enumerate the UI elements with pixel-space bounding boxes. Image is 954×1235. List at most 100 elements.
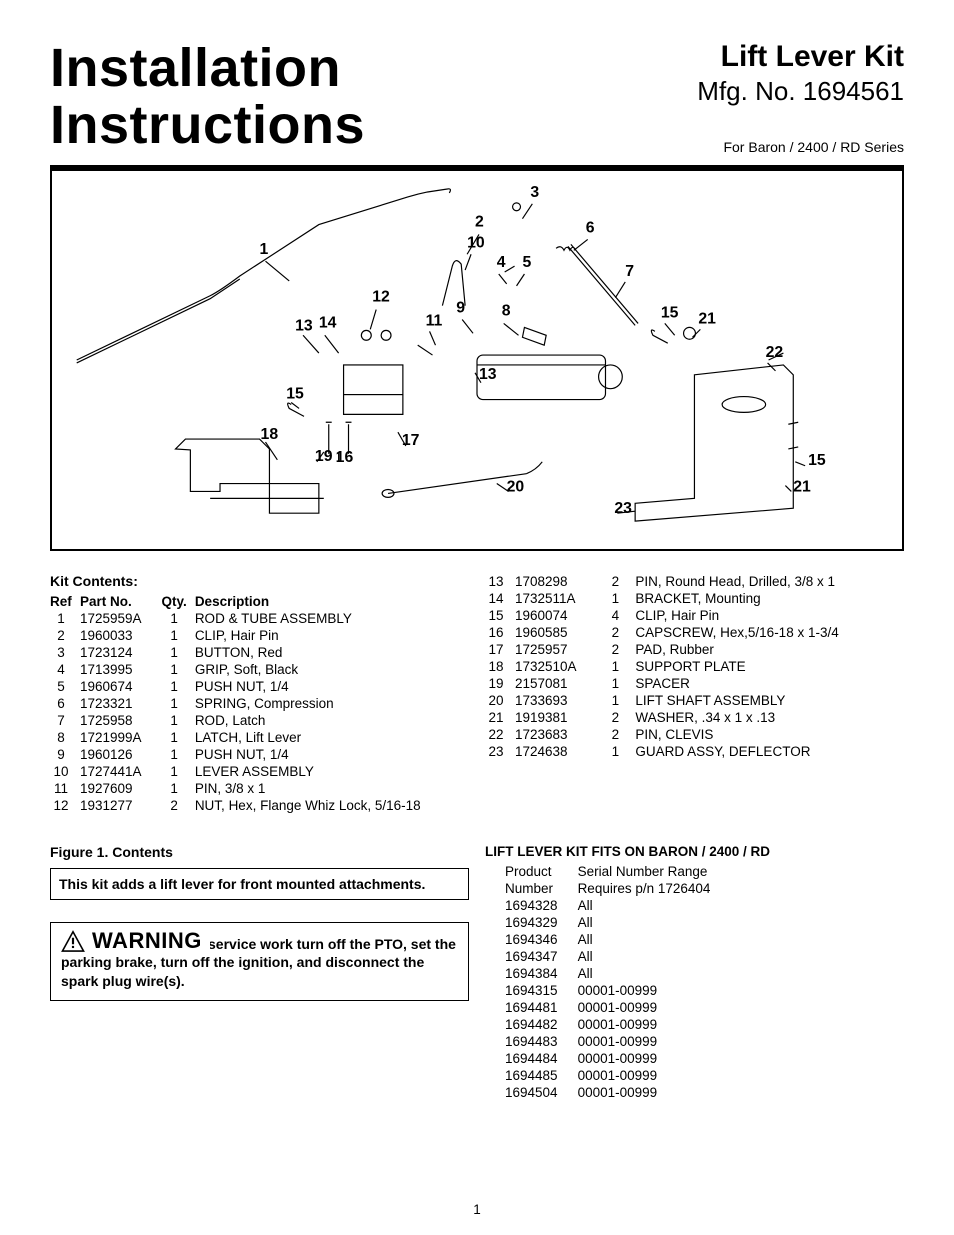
cell-serial: All [578,948,731,965]
cell-serial: All [578,931,731,948]
callout-label: 22 [766,344,784,361]
cell-product: 1694485 [505,1067,578,1084]
table-row: 2119193812WASHER, .34 x 1 x .13 [485,709,904,726]
page-number: 1 [0,1202,954,1217]
cell-ref: 11 [50,780,80,797]
cell-desc: PUSH NUT, 1/4 [195,678,469,695]
callout-label: 4 [497,254,506,271]
fit-th-product-l1: Product [505,863,578,880]
cell-desc: CLIP, Hair Pin [195,627,469,644]
cell-ref: 4 [50,661,80,678]
table-row: 1694346All [505,931,730,948]
cell-part: 1733693 [515,692,603,709]
cell-ref: 14 [485,590,515,607]
table-row: 219600331CLIP, Hair Pin [50,627,469,644]
cell-part: 1723124 [80,644,162,661]
th-desc: Description [195,593,469,610]
cell-qty: 2 [603,709,635,726]
fit-heading: LIFT LEVER KIT FITS ON BARON / 2400 / RD [485,844,904,859]
cell-product: 1694504 [505,1084,578,1101]
cell-ref: 3 [50,644,80,661]
header: Installation Instructions Lift Lever Kit… [50,40,904,155]
cell-serial: 00001-00999 [578,1067,731,1084]
kit-contents: Kit Contents: Ref Part No. Qty. Descript… [50,573,904,814]
th-ref: Ref [50,593,80,610]
table-row: 1317082982PIN, Round Head, Drilled, 3/8 … [485,573,904,590]
fit-th-serial-l1: Serial Number Range [578,863,731,880]
table-row: 617233211SPRING, Compression [50,695,469,712]
description-box: This kit adds a lift lever for front mou… [50,868,469,900]
cell-ref: 22 [485,726,515,743]
kit-info: Lift Lever Kit Mfg. No. 1694561 For Baro… [697,40,904,155]
figure-caption: Figure 1. Contents [50,844,469,860]
cell-serial: All [578,914,731,931]
callout-label: 15 [808,452,826,469]
cell-desc: SPACER [635,675,904,692]
table-row: 81721999A1LATCH, Lift Lever [50,729,469,746]
table-row: 181732510A1SUPPORT PLATE [485,658,904,675]
cell-serial: 00001-00999 [578,1084,731,1101]
cell-desc: PIN, CLEVIS [635,726,904,743]
table-row: 2317246381GUARD ASSY, DEFLECTOR [485,743,904,760]
callout-label: 16 [336,449,354,466]
cell-qty: 2 [603,641,635,658]
table-row: 1921570811SPACER [485,675,904,692]
cell-desc: GRIP, Soft, Black [195,661,469,678]
kit-name: Lift Lever Kit [697,40,904,74]
cell-desc: LEVER ASSEMBLY [195,763,469,780]
cell-ref: 15 [485,607,515,624]
cell-ref: 9 [50,746,80,763]
cell-qty: 2 [603,573,635,590]
lower-section: Figure 1. Contents This kit adds a lift … [50,844,904,1101]
callout-label: 8 [502,303,511,320]
table-row: 317231241BUTTON, Red [50,644,469,661]
doc-title: Installation Instructions [50,40,365,153]
th-qty: Qty. [162,593,195,610]
cell-qty: 1 [603,590,635,607]
table-row: 101727441A1LEVER ASSEMBLY [50,763,469,780]
table-row: 1694384All [505,965,730,982]
cell-part: 1723321 [80,695,162,712]
callout-label: 9 [456,300,465,317]
cell-qty: 1 [603,658,635,675]
cell-desc: PIN, Round Head, Drilled, 3/8 x 1 [635,573,904,590]
cell-product: 1694346 [505,931,578,948]
cell-ref: 12 [50,797,80,814]
cell-ref: 23 [485,743,515,760]
callout-label: 21 [793,478,811,495]
table-row: 169448500001-00999 [505,1067,730,1084]
table-row: 417139951GRIP, Soft, Black [50,661,469,678]
cell-serial: All [578,897,731,914]
table-row: 1694329All [505,914,730,931]
cell-qty: 1 [162,763,195,780]
callout-label: 1 [260,241,269,258]
cell-product: 1694384 [505,965,578,982]
cell-ref: 8 [50,729,80,746]
cell-part: 1727441A [80,763,162,780]
fit-th-serial-l2: Requires p/n 1726404 [578,880,731,897]
cell-part: 1927609 [80,780,162,797]
cell-serial: 00001-00999 [578,1033,731,1050]
callout-label: 12 [372,289,390,306]
exploded-diagram: 1234567891011121313141515161718192021212… [50,171,904,551]
warning-icon [60,929,86,953]
cell-desc: BUTTON, Red [195,644,469,661]
title-line2: Instructions [50,97,365,154]
series-note: For Baron / 2400 / RD Series [697,139,904,155]
cell-ref: 18 [485,658,515,675]
callout-label: 19 [315,448,333,465]
cell-part: 1960074 [515,607,603,624]
cell-part: 2157081 [515,675,603,692]
cell-part: 1732510A [515,658,603,675]
callout-label: 6 [586,220,595,237]
right-lower: LIFT LEVER KIT FITS ON BARON / 2400 / RD… [485,844,904,1101]
cell-serial: All [578,965,731,982]
callout-label: 13 [479,366,497,383]
warning-section: WARNING Before beginning any service wor… [50,922,469,1001]
title-line1: Installation [50,40,365,97]
callout-label: 5 [522,254,531,271]
table-row: 169448400001-00999 [505,1050,730,1067]
cell-qty: 2 [603,624,635,641]
callout-label: 14 [319,314,337,331]
cell-qty: 2 [603,726,635,743]
